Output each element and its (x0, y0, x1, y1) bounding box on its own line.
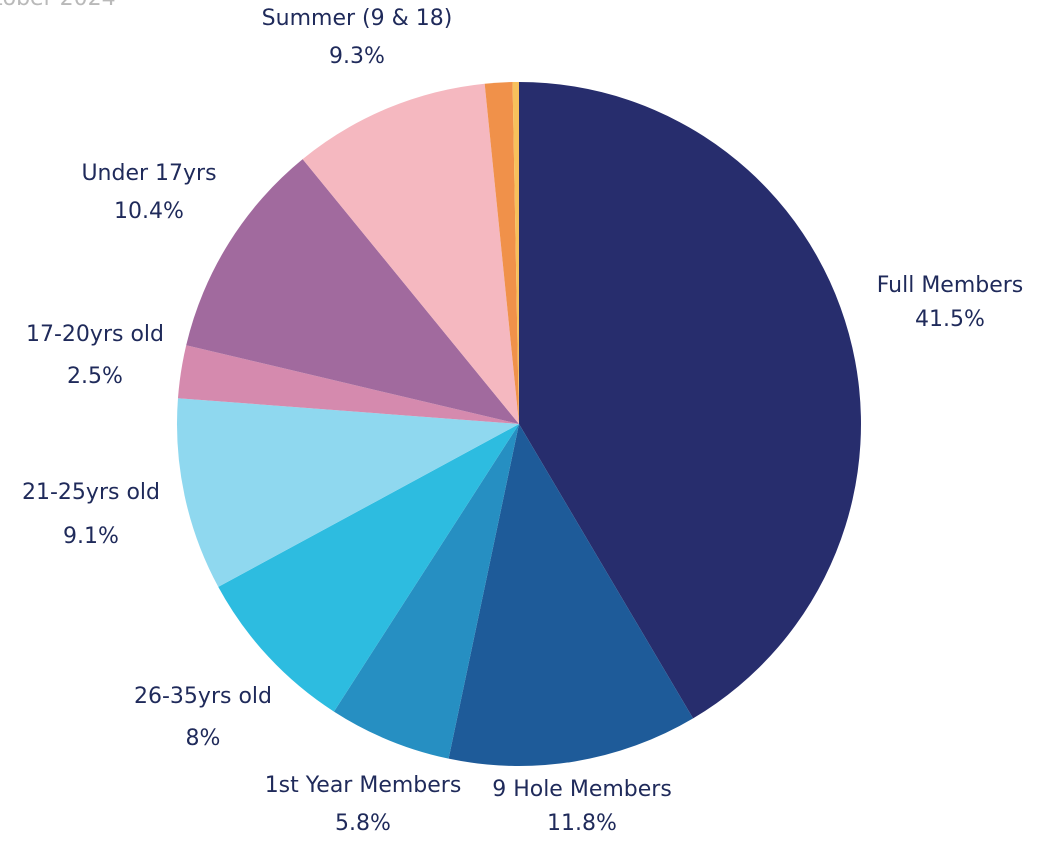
pie-slice-small-9 (512, 81, 519, 424)
pie-slice-21-25yrs-old (176, 398, 519, 587)
slice-label: 17-20yrs old (26, 322, 164, 347)
slice-value-label: 11.8% (547, 811, 617, 836)
pie-slice-26-35yrs-old (218, 424, 519, 712)
pie-slice-summer-9-18 (302, 83, 519, 424)
pie-slice-9-hole-members (448, 424, 694, 766)
pie-slice-under-17yrs (186, 159, 519, 424)
pie-slice-full-members (519, 82, 861, 719)
slice-value-label: 5.8% (335, 811, 391, 836)
slice-value-label: 10.4% (114, 199, 184, 224)
pie-slices (176, 81, 861, 766)
slice-label: Summer (9 & 18) (262, 6, 453, 31)
slice-label: Full Members (877, 273, 1024, 298)
pie-slice-1st-year-members (333, 424, 519, 759)
slice-value-label: 2.5% (67, 364, 123, 389)
slice-label: Under 17yrs (81, 161, 216, 186)
slice-value-label: 8% (186, 726, 221, 751)
chart-title-fragment: tober 2024 (0, 0, 116, 11)
pie-slice-small-8 (484, 82, 519, 424)
pie-labels: Full Members 41.5% 9 Hole Members 11.8% 1st … (22, 6, 1023, 836)
slice-value-label: 9.3% (329, 44, 385, 69)
slice-value-label: 41.5% (915, 307, 985, 332)
pie-slice-17-20yrs-old (177, 345, 519, 424)
slice-label: 21-25yrs old (22, 480, 160, 505)
slice-value-label: 9.1% (63, 524, 119, 549)
slice-label: 26-35yrs old (134, 684, 272, 709)
slice-label: 9 Hole Members (492, 777, 672, 802)
slice-label: 1st Year Members (265, 773, 462, 798)
